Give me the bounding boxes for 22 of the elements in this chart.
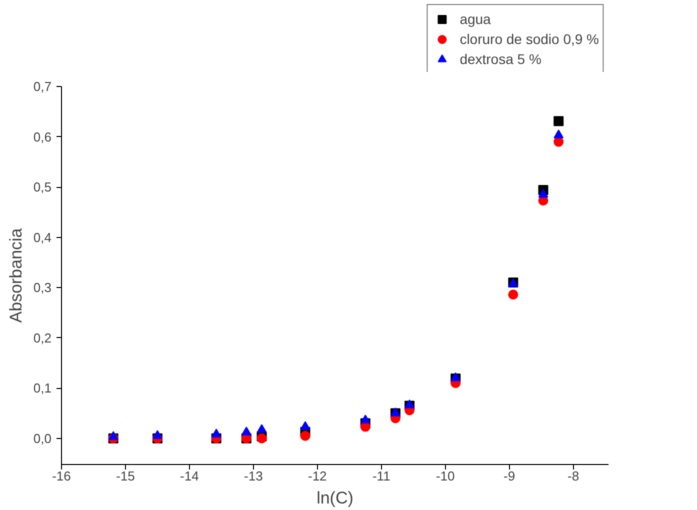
x-tick-label: -13 xyxy=(244,468,263,484)
legend-label: agua xyxy=(460,10,491,29)
x-tick-label: -9 xyxy=(504,468,516,484)
x-tick-label: -15 xyxy=(116,468,135,484)
x-tick-label: -10 xyxy=(436,468,455,484)
y-tick-label: 0,5 xyxy=(33,180,52,195)
y-tick-label: 0,2 xyxy=(33,330,52,346)
y-axis-title: Absorbancia xyxy=(6,228,26,323)
y-tick-label: 0,6 xyxy=(33,129,52,144)
y-tick-label: 0,3 xyxy=(33,280,52,296)
y-tick-label: 0,7 xyxy=(33,79,52,94)
x-axis-title: ln(C) xyxy=(316,488,354,508)
x-tick-label: -14 xyxy=(180,468,199,484)
x-tick-label: -16 xyxy=(52,468,71,484)
y-tick-label: 0,0 xyxy=(33,430,52,446)
x-tick-label: -11 xyxy=(372,468,390,484)
x-tick-label: -12 xyxy=(308,468,327,484)
x-tick-label: -8 xyxy=(568,468,580,484)
y-tick-label: 0,4 xyxy=(33,230,52,245)
y-tick-label: 0,1 xyxy=(33,380,52,396)
legend-label: dextrosa 5 % xyxy=(460,50,542,69)
legend-label: cloruro de sodio 0,9 % xyxy=(460,30,599,49)
